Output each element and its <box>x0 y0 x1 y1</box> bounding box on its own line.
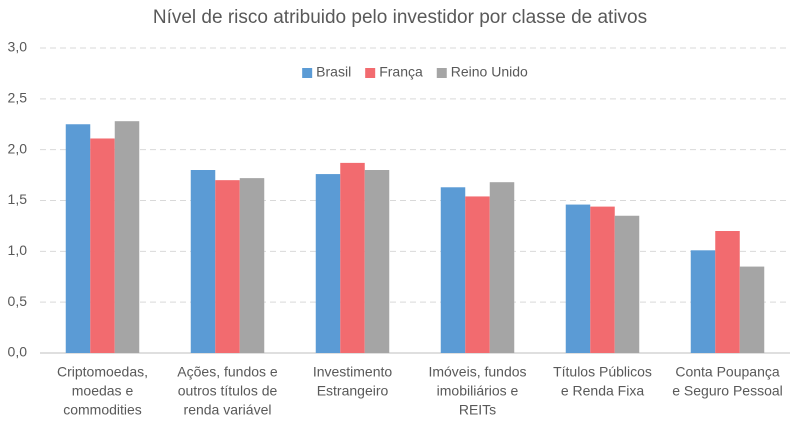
x-tick-label: renda variável <box>184 402 272 418</box>
bar <box>364 170 390 353</box>
legend-label: Brasil <box>316 64 351 80</box>
bar <box>90 138 115 353</box>
legend-swatch <box>436 68 447 78</box>
y-tick-label: 0,5 <box>8 293 28 309</box>
chart-title: Nível de risco atribuido pelo investidor… <box>153 7 647 28</box>
bar <box>315 174 341 353</box>
bar <box>489 182 515 353</box>
y-tick-label: 3,0 <box>8 39 28 55</box>
x-tick-label: imobiliários e <box>437 383 519 399</box>
y-tick-label: 1,0 <box>8 242 28 258</box>
bar <box>65 124 91 353</box>
bar <box>614 215 640 353</box>
bar <box>239 178 265 353</box>
y-tick-label: 2,0 <box>8 140 28 156</box>
bar <box>190 170 216 353</box>
x-tick-label: Conta Poupança <box>675 364 780 380</box>
bar <box>739 266 765 353</box>
bar <box>340 162 365 353</box>
bar <box>690 250 716 353</box>
legend-swatch <box>365 68 376 78</box>
x-tick-label: commodities <box>63 402 142 418</box>
bar <box>465 196 490 353</box>
x-tick-label: Títulos Públicos <box>553 364 652 380</box>
x-tick-label: Ações, fundos e <box>177 364 278 380</box>
bar <box>565 204 591 353</box>
y-tick-label: 2,5 <box>8 90 28 106</box>
bar <box>715 231 740 353</box>
x-tick-label: e Seguro Pessoal <box>672 383 783 399</box>
x-tick-label: Investimento <box>313 364 393 380</box>
y-tick-label: 1,5 <box>8 191 28 207</box>
bar <box>590 206 615 353</box>
x-tick-label: REITs <box>459 402 496 418</box>
bar <box>114 121 140 353</box>
x-tick-label: e Renda Fixa <box>561 383 644 399</box>
legend-label: Reino Unido <box>451 64 528 80</box>
bar <box>215 180 240 353</box>
x-tick-label: Estrangeiro <box>317 383 389 399</box>
x-tick-label: moedas e <box>72 383 134 399</box>
y-tick-label: 0,0 <box>8 344 28 360</box>
x-tick-label: outros títulos de <box>178 383 278 399</box>
legend-label: França <box>379 64 423 80</box>
legend-swatch <box>302 68 313 78</box>
x-tick-label: Criptomoedas, <box>57 364 148 380</box>
bar <box>440 187 466 353</box>
x-tick-label: Imóveis, fundos <box>428 364 526 380</box>
